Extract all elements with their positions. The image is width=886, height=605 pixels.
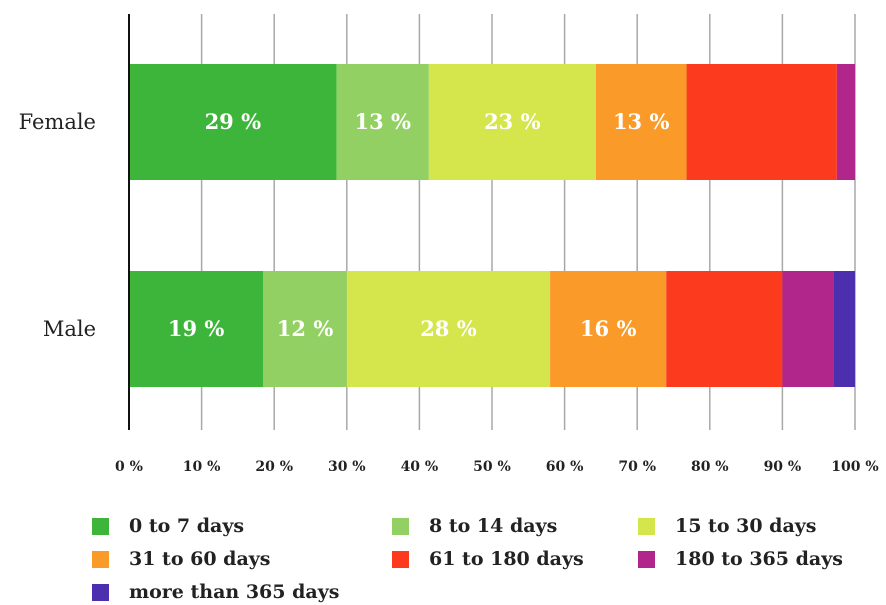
bar-segment [836,64,855,180]
x-tick-label: 40 % [401,459,439,475]
x-tick-label: 10 % [183,459,221,475]
legend-item: 180 to 365 days [638,548,843,570]
legend-swatch [392,550,409,568]
legend-swatch [92,550,109,568]
category-label: Female [19,110,96,134]
x-tick-label: 60 % [546,459,584,475]
legend-item: 61 to 180 days [392,548,584,570]
legend-label: more than 365 days [129,581,340,603]
bar-segment [833,271,855,387]
data-label: 13 % [354,109,411,134]
x-tick-label: 50 % [473,459,511,475]
data-label: 16 % [580,316,637,341]
bar-segment [428,64,596,180]
bar-segment [686,64,837,180]
legend-swatch [392,517,409,535]
bar-segment [263,271,347,387]
category-labels: Female Male [19,110,96,341]
bar-segment [129,64,337,180]
legend-item: 15 to 30 days [638,515,817,537]
bar-segment [346,271,551,387]
stacked-bar-chart: 29 % 13 % 23 % 13 % 19 % 12 % 28 % 16 % Female M… [19,14,879,475]
bar-segment [595,64,687,180]
data-label: 12 % [277,316,334,341]
legend-swatch [638,517,655,535]
x-tick-label: 70 % [618,459,656,475]
bar-segment [550,271,667,387]
bar-segment [336,64,429,180]
legend-swatch [92,583,109,601]
x-tick-labels: 0 % 10 % 20 % 30 % 40 % 50 % 60 % 70 % 80 % 90 % 1… [115,459,879,475]
legend-swatch [92,517,109,535]
data-label: 19 % [168,316,225,341]
x-tick-label: 80 % [691,459,729,475]
legend-item: 0 to 7 days [92,515,244,537]
legend-swatch [638,550,655,568]
data-label: 28 % [420,316,477,341]
bar-segment [666,271,783,387]
data-label: 29 % [205,109,262,134]
legend-item: 8 to 14 days [392,515,557,537]
legend-item: 31 to 60 days [92,548,271,570]
x-tick-label: 0 % [115,459,143,475]
legend-label: 0 to 7 days [129,515,245,537]
legend-label: 180 to 365 days [675,548,843,570]
legend-label: 15 to 30 days [675,515,817,537]
legend-item: more than 365 days [92,581,339,603]
legend-label: 61 to 180 days [429,548,584,570]
x-tick-label: 100 % [831,459,878,475]
bar-segment [782,271,834,387]
legend-label: 8 to 14 days [429,515,558,537]
bar-segment [129,271,264,387]
data-label: 13 % [613,109,670,134]
data-label: 23 % [484,109,541,134]
x-tick-label: 90 % [764,459,802,475]
x-tick-label: 30 % [328,459,366,475]
x-tick-label: 20 % [255,459,293,475]
bars: 29 % 13 % 23 % 13 % 19 % 12 % 28 % 16 % [129,64,855,387]
category-label: Male [43,317,96,341]
legend-label: 31 to 60 days [129,548,271,570]
